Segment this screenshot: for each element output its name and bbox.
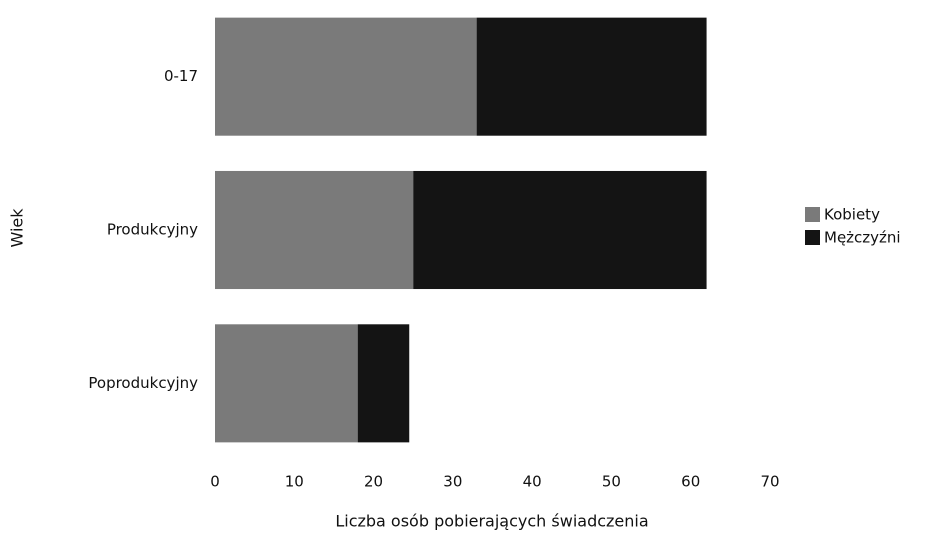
legend-swatch	[805, 230, 820, 245]
y-tick-label: Poprodukcyjny	[88, 374, 198, 392]
legend-label: Mężczyźni	[824, 229, 901, 247]
x-tick-label: 30	[443, 473, 462, 491]
x-tick-label: 0	[210, 473, 220, 491]
x-tick-label: 60	[681, 473, 700, 491]
y-tick-label: 0-17	[164, 67, 198, 85]
x-tick-label: 40	[523, 473, 542, 491]
y-tick-label: Produkcyjny	[107, 221, 198, 239]
legend-swatch	[805, 207, 820, 222]
x-tick-label: 70	[760, 473, 779, 491]
bar-segment	[215, 17, 477, 136]
bar-segment	[357, 324, 410, 443]
x-tick-label: 20	[364, 473, 383, 491]
x-tick-label: 50	[602, 473, 621, 491]
bar-segment	[215, 170, 414, 290]
bar-segment	[476, 17, 707, 136]
y-axis-title: Wiek	[8, 208, 27, 248]
bar-segment	[215, 324, 358, 443]
x-tick-label: 10	[285, 473, 304, 491]
x-axis-title: Liczba osób pobierających świadczenia	[335, 512, 648, 531]
legend-label: Kobiety	[824, 206, 880, 224]
bar-segment	[413, 170, 707, 290]
